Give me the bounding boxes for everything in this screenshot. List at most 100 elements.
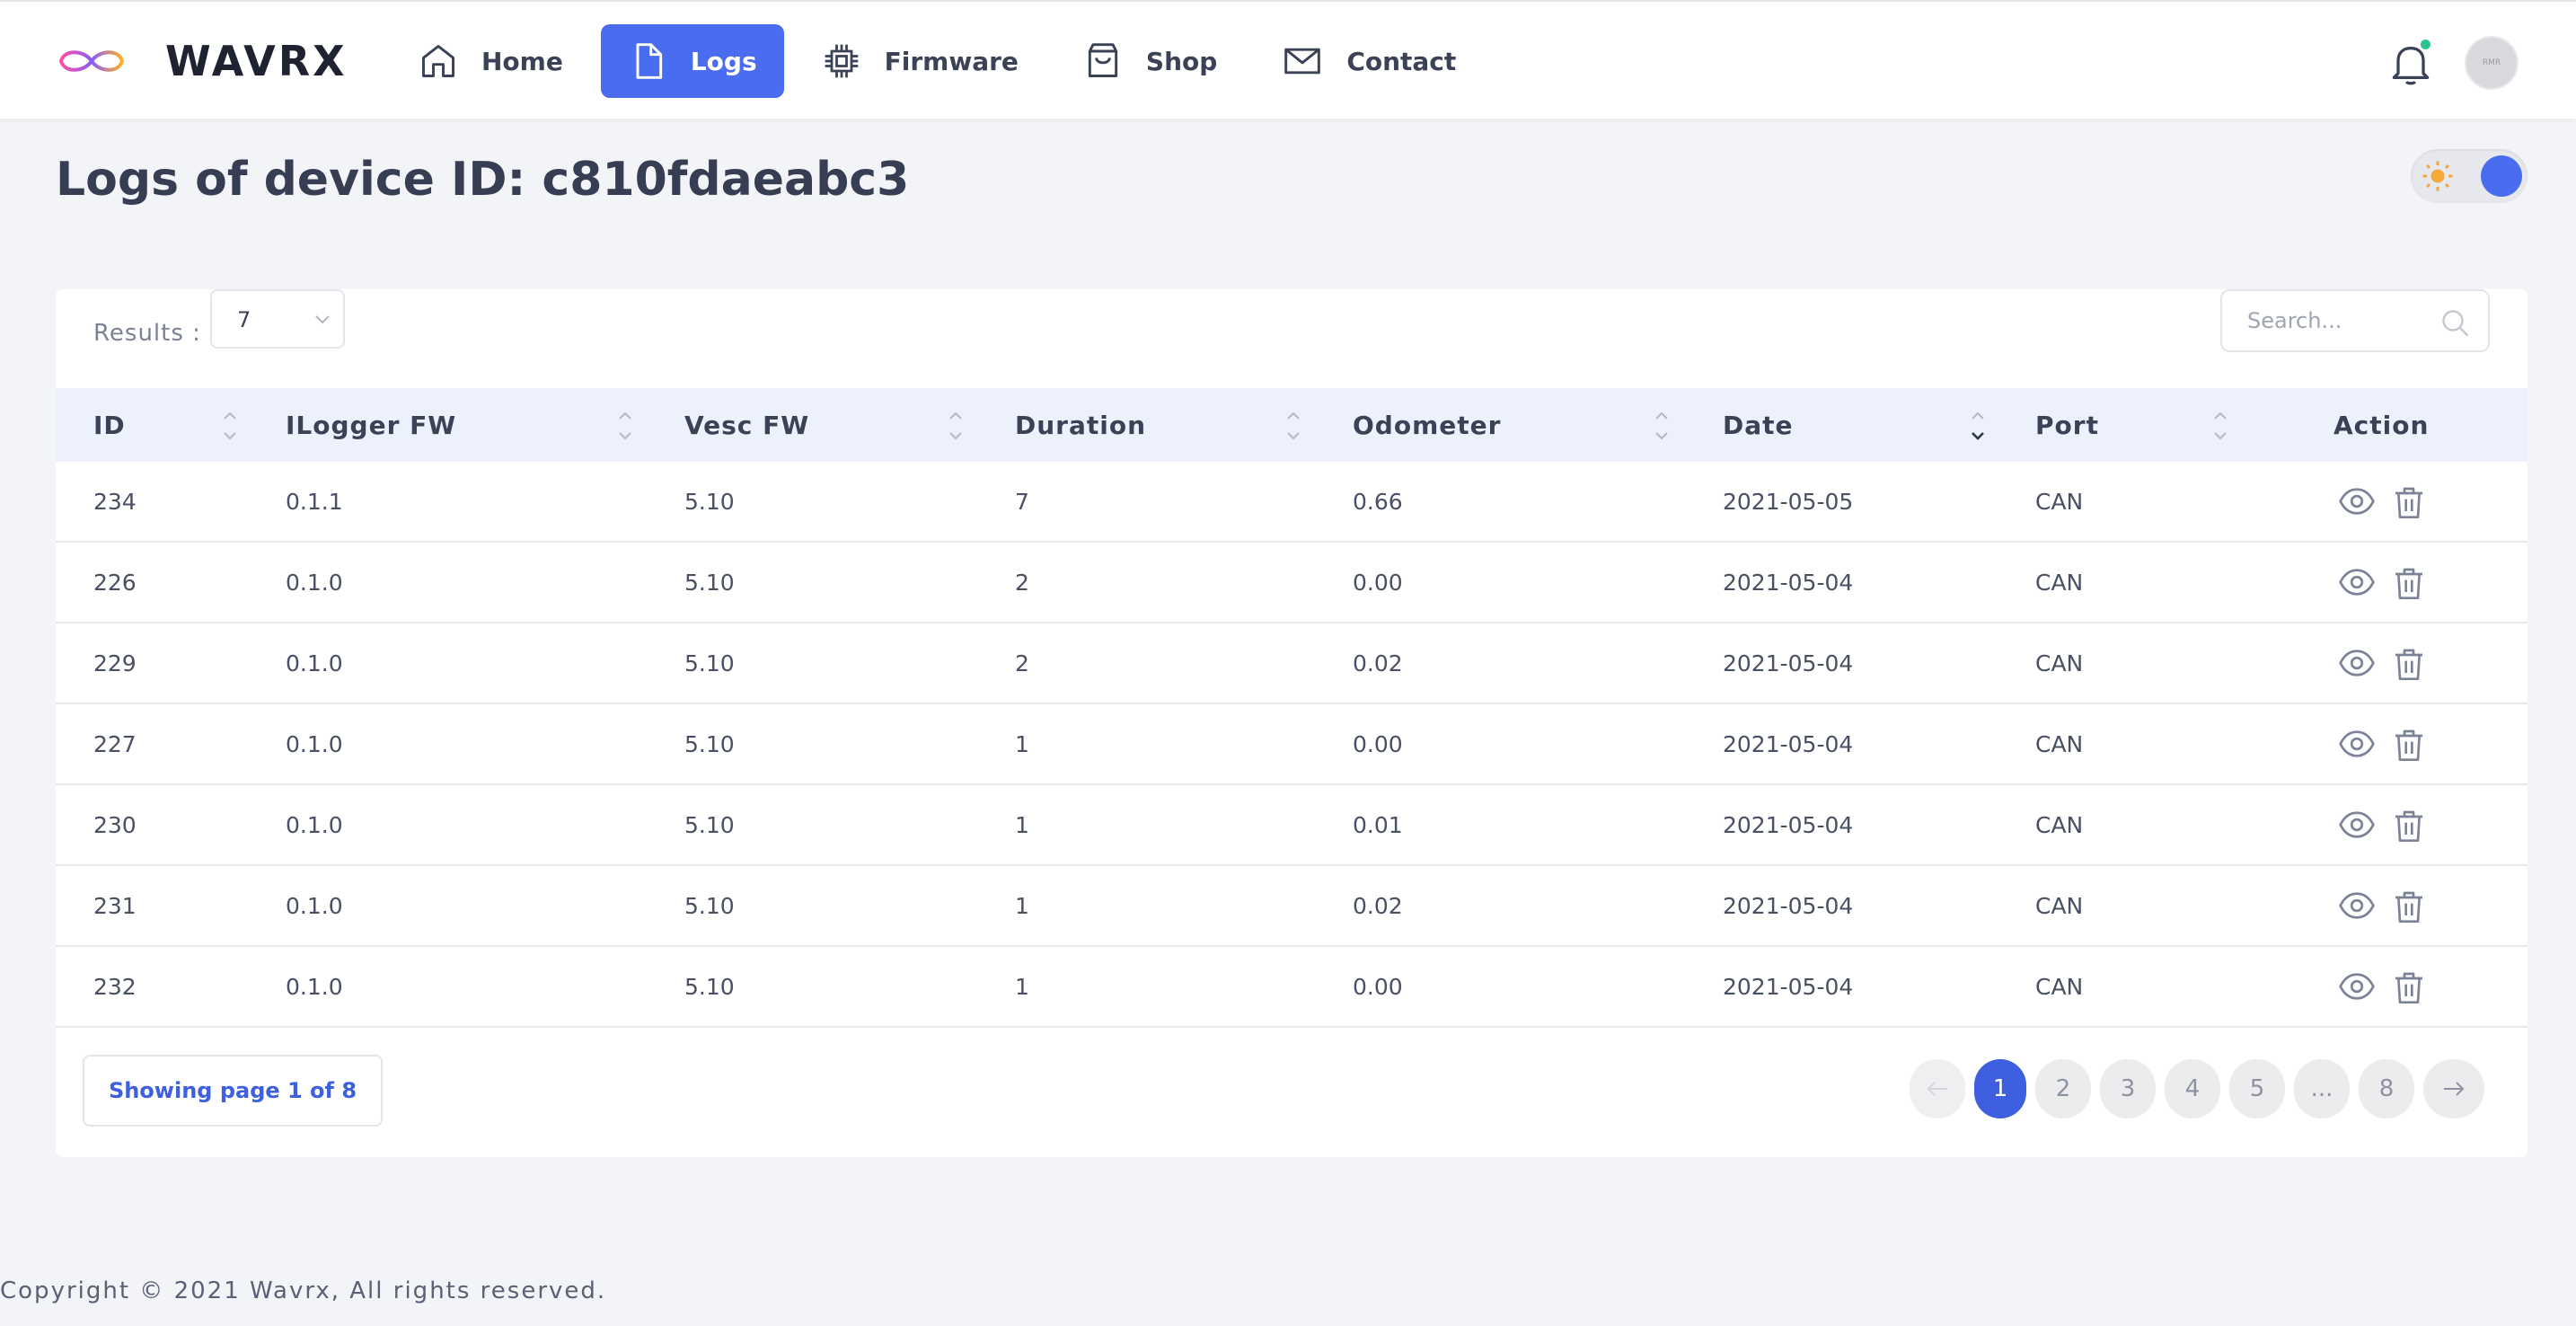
table-cell: 1	[1015, 811, 1029, 838]
page-buttons: 1 2 3 4 5... 8	[1974, 1059, 2423, 1118]
brand[interactable]: WAVRX	[56, 32, 348, 90]
page-button-8[interactable]: 8	[2359, 1059, 2414, 1118]
view-eye-icon[interactable]	[2337, 888, 2377, 924]
view-eye-icon[interactable]	[2337, 726, 2377, 762]
table-cell: 1	[1015, 973, 1029, 1000]
table-cell: 5.10	[684, 488, 735, 515]
table-row: 227 0.1.0 5.10 1 0.00 2021-05-04 CAN	[56, 704, 2527, 785]
table-cell: 229	[93, 650, 137, 676]
logs-table: ID ILogger FW Vesc FW Duration Odometer …	[56, 388, 2527, 1028]
brand-name: WAVRX	[165, 37, 348, 85]
table-cell: 5.10	[684, 569, 735, 596]
view-eye-icon[interactable]	[2337, 645, 2377, 681]
home-icon	[422, 45, 454, 77]
chevron-down-icon	[315, 315, 330, 324]
table-row: 232 0.1.0 5.10 1 0.00 2021-05-04 CAN	[56, 947, 2527, 1028]
page-button-2[interactable]: 2	[2035, 1059, 2091, 1118]
view-eye-icon[interactable]	[2337, 807, 2377, 843]
nav-item-shop[interactable]: Shop	[1056, 24, 1244, 98]
delete-trash-icon[interactable]	[2391, 968, 2427, 1006]
chip-icon	[825, 44, 858, 78]
table-cell: CAN	[2035, 892, 2084, 919]
table-cell: 0.1.1	[286, 488, 343, 515]
prev-page-button[interactable]	[1910, 1059, 1965, 1118]
table-cell: 5.10	[684, 973, 735, 1000]
table-cell: 231	[93, 892, 137, 919]
table-cell: 226	[93, 569, 137, 596]
table-cell: 0.66	[1353, 488, 1403, 515]
sort-icon[interactable]	[1284, 408, 1302, 444]
table-cell: 2021-05-04	[1723, 650, 1854, 676]
column-header-id[interactable]: ID	[93, 410, 126, 440]
results-per-page-select[interactable]: 7	[210, 289, 345, 349]
table-cell: 0.00	[1353, 973, 1403, 1000]
nav-item-contact[interactable]: Contact	[1255, 24, 1483, 98]
column-header-ilogger-fw[interactable]: ILogger FW	[286, 410, 457, 440]
table-cell: 0.1.0	[286, 730, 343, 757]
view-eye-icon[interactable]	[2337, 564, 2377, 600]
page-button-1[interactable]: 1	[1974, 1059, 2026, 1118]
page-button-5[interactable]: 5	[2229, 1059, 2285, 1118]
table-cell: CAN	[2035, 973, 2084, 1000]
column-header-odometer[interactable]: Odometer	[1353, 410, 1502, 440]
delete-trash-icon[interactable]	[2391, 645, 2427, 683]
sort-icon[interactable]	[616, 408, 634, 444]
main-nav: Home Logs Firmware Shop Contact	[392, 23, 1494, 99]
theme-toggle[interactable]	[2411, 149, 2527, 203]
delete-trash-icon[interactable]	[2391, 483, 2427, 521]
page-button-3[interactable]: 3	[2100, 1059, 2156, 1118]
view-eye-icon[interactable]	[2337, 968, 2377, 1004]
table-cell: 0.1.0	[286, 569, 343, 596]
column-header-action: Action	[2333, 410, 2430, 440]
avatar[interactable]: RMR	[2465, 36, 2519, 90]
table-cell: 0.1.0	[286, 811, 343, 838]
next-page-button[interactable]	[2423, 1059, 2484, 1118]
column-header-duration[interactable]: Duration	[1015, 410, 1147, 440]
table-cell: 232	[93, 973, 137, 1000]
delete-trash-icon[interactable]	[2391, 726, 2427, 764]
table-cell: CAN	[2035, 650, 2084, 676]
arrow-right-icon	[2444, 1082, 2465, 1096]
file-icon	[636, 43, 662, 79]
nav-item-firmware[interactable]: Firmware	[795, 24, 1045, 98]
table-cell: 5.10	[684, 892, 735, 919]
sort-icon[interactable]	[2211, 408, 2229, 444]
mail-icon	[1284, 48, 1321, 75]
page-button-4[interactable]: 4	[2165, 1059, 2220, 1118]
table-row: 234 0.1.1 5.10 7 0.66 2021-05-05 CAN	[56, 462, 2527, 543]
column-header-port[interactable]: Port	[2035, 410, 2099, 440]
table-row: 226 0.1.0 5.10 2 0.00 2021-05-04 CAN	[56, 543, 2527, 623]
arrow-left-icon	[1927, 1082, 1947, 1096]
table-cell: 0.1.0	[286, 973, 343, 1000]
table-cell: 7	[1015, 488, 1029, 515]
table-cell: 2021-05-04	[1723, 569, 1854, 596]
pagination: 1 2 3 4 5... 8	[1910, 1058, 2493, 1119]
notification-dot	[2421, 40, 2430, 49]
table-cell: 0.1.0	[286, 892, 343, 919]
table-cell: 0.02	[1353, 650, 1403, 676]
logs-card: Results : 7 ID ILogger FW Vesc FW Durati…	[56, 289, 2527, 1157]
delete-trash-icon[interactable]	[2391, 564, 2427, 602]
table-cell: CAN	[2035, 811, 2084, 838]
delete-trash-icon[interactable]	[2391, 888, 2427, 925]
infinity-logo-icon	[58, 50, 125, 72]
table-cell: 0.1.0	[286, 650, 343, 676]
search-input[interactable]	[2222, 291, 2420, 350]
sort-icon[interactable]	[1653, 408, 1671, 444]
delete-trash-icon[interactable]	[2391, 807, 2427, 844]
nav-item-logs[interactable]: Logs	[600, 24, 784, 98]
nav-item-home[interactable]: Home	[392, 24, 590, 98]
sort-icon[interactable]	[947, 408, 965, 444]
notifications-button[interactable]	[2386, 38, 2436, 88]
bell-icon	[2392, 47, 2430, 85]
column-header-date[interactable]: Date	[1723, 410, 1794, 440]
search-box[interactable]	[2220, 289, 2490, 352]
sort-desc-icon[interactable]	[1969, 408, 1987, 444]
table-cell: 2021-05-05	[1723, 488, 1854, 515]
search-icon[interactable]	[2439, 307, 2472, 340]
nav-item-label: Home	[481, 46, 563, 76]
top-navbar: WAVRX Home Logs Firmware Shop Contact RM…	[0, 0, 2576, 119]
column-header-vesc-fw[interactable]: Vesc FW	[684, 410, 810, 440]
view-eye-icon[interactable]	[2337, 483, 2377, 519]
sort-icon[interactable]	[221, 408, 239, 444]
